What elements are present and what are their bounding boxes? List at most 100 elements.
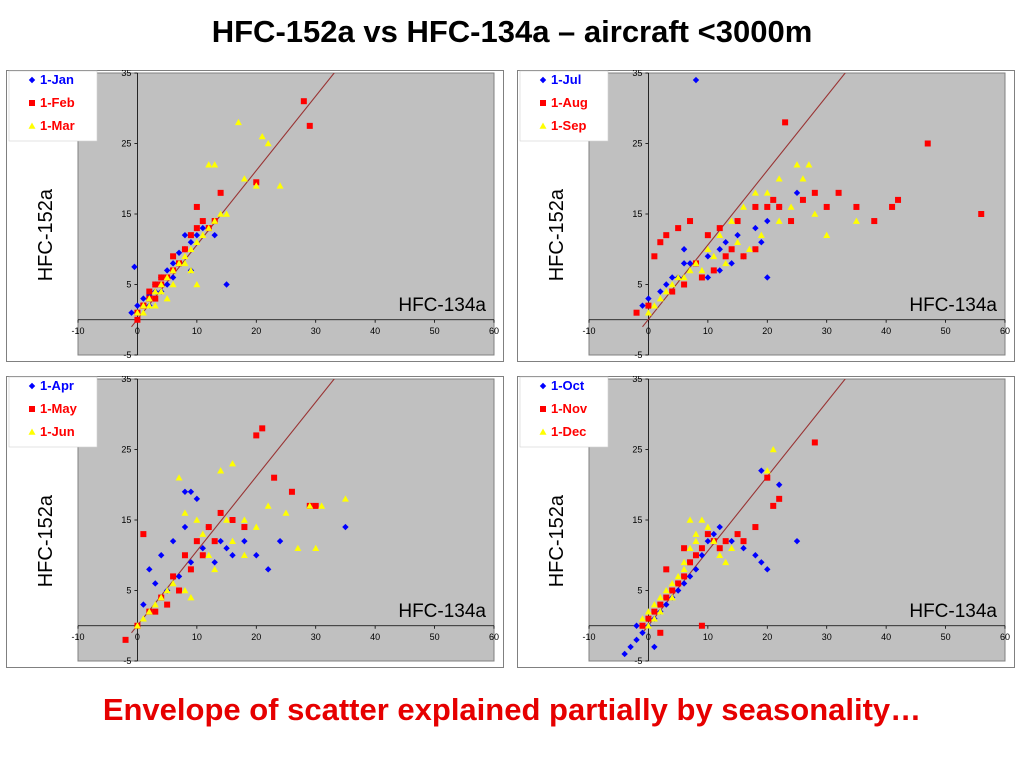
legend-label: 1-Oct [551,378,585,393]
data-point-triangle [644,309,652,316]
legend-marker-triangle [539,122,547,129]
data-point-diamond [223,281,230,288]
data-point-square [152,295,159,302]
data-point-triangle [294,544,302,551]
data-point-diamond [793,537,801,545]
data-point-square [692,552,699,559]
data-point-square [734,531,741,538]
data-point-triangle [181,259,189,267]
data-point-triangle [650,601,658,608]
data-point-square [698,622,705,629]
data-point-triangle [157,281,165,288]
data-point-square [687,559,694,566]
data-point-diamond [692,76,700,84]
x-tick-label: 10 [703,326,713,336]
slide-title: HFC-152a vs HFC-134a – aircraft <3000m [211,14,813,49]
data-point-triangle [133,622,141,629]
data-point-triangle [662,288,670,295]
data-point-triangle [145,608,153,615]
data-point-triangle [763,467,771,474]
data-point-square [633,309,640,316]
data-point-square [853,203,860,210]
data-point-square [288,488,295,495]
data-point-square [681,281,688,288]
legend-marker-diamond [539,382,547,390]
x-tick-label: 40 [881,326,891,336]
y-tick-label: 5 [126,280,131,290]
data-point-diamond [181,231,189,239]
x-tick-label: -10 [582,632,595,642]
x-tick-label: 50 [941,632,951,642]
data-point-triangle [169,281,177,288]
data-point-triangle [133,309,141,316]
x-tick-label: -10 [582,326,595,336]
data-point-triangle [145,302,153,309]
legend-label: 1-Feb [40,95,75,110]
data-point-triangle [163,587,171,594]
data-point-square [770,502,777,509]
data-point-square [752,524,759,531]
data-point-diamond [169,260,177,267]
data-point-square [170,573,177,580]
data-point-square [651,253,658,260]
data-point-square [170,253,177,260]
x-tick-label: 10 [192,326,202,336]
data-point-square [152,608,159,615]
data-point-triangle [163,295,171,302]
data-point-triangle [650,615,658,622]
x-tick-label: 60 [489,632,499,642]
data-point-triangle [187,245,195,253]
data-point-square [716,545,723,552]
data-point-diamond [686,573,694,580]
data-point-triangle [728,544,736,551]
data-point-square [122,636,129,643]
data-point-triangle [306,502,314,509]
data-point-triangle [157,288,165,295]
data-point-square [740,538,747,545]
data-point-triangle [199,231,207,238]
data-point-triangle [229,460,237,467]
data-point-triangle [169,579,177,587]
x-tick-label: 30 [311,326,321,336]
data-point-triangle [686,516,694,523]
data-point-triangle [151,601,159,608]
y-tick-label: 15 [632,515,642,525]
data-point-triangle [638,615,646,622]
data-point-triangle [686,266,694,274]
data-point-triangle [139,309,147,316]
y-tick-label: -5 [634,350,642,360]
x-tick-label: 0 [135,326,140,336]
data-point-square [764,203,771,210]
data-point-triangle [264,502,272,509]
data-point-square [306,122,313,129]
data-point-triangle [722,558,730,566]
legend-box [519,70,609,142]
data-point-triangle [656,295,664,302]
x-tick-label: 20 [251,326,261,336]
data-point-square [164,601,171,608]
data-point-diamond [686,260,694,267]
data-point-diamond [146,566,153,573]
data-point-triangle [805,161,813,168]
data-point-triangle [181,509,189,516]
x-tick-label: 40 [370,632,380,642]
data-point-square [193,203,200,210]
data-point-triangle [686,544,694,551]
legend-marker-triangle [28,428,36,435]
data-point-diamond [229,552,236,559]
data-point-triangle [252,523,260,530]
x-tick-label: 50 [941,326,951,336]
legend-label: 1-Jan [40,72,74,87]
data-point-square [669,587,676,594]
x-tick-label: 0 [135,632,140,642]
data-point-square [158,274,165,281]
legend: 1-Jul 1-Aug 1-Sep [519,70,609,142]
x-tick-label: 40 [370,326,380,336]
y-tick-label: 15 [121,515,131,525]
data-point-diamond [740,545,747,552]
y-tick-label: 35 [632,70,642,78]
data-point-square [259,425,266,432]
data-point-triangle [799,175,807,182]
data-point-triangle [252,182,260,189]
y-tick-label: 5 [637,280,642,290]
